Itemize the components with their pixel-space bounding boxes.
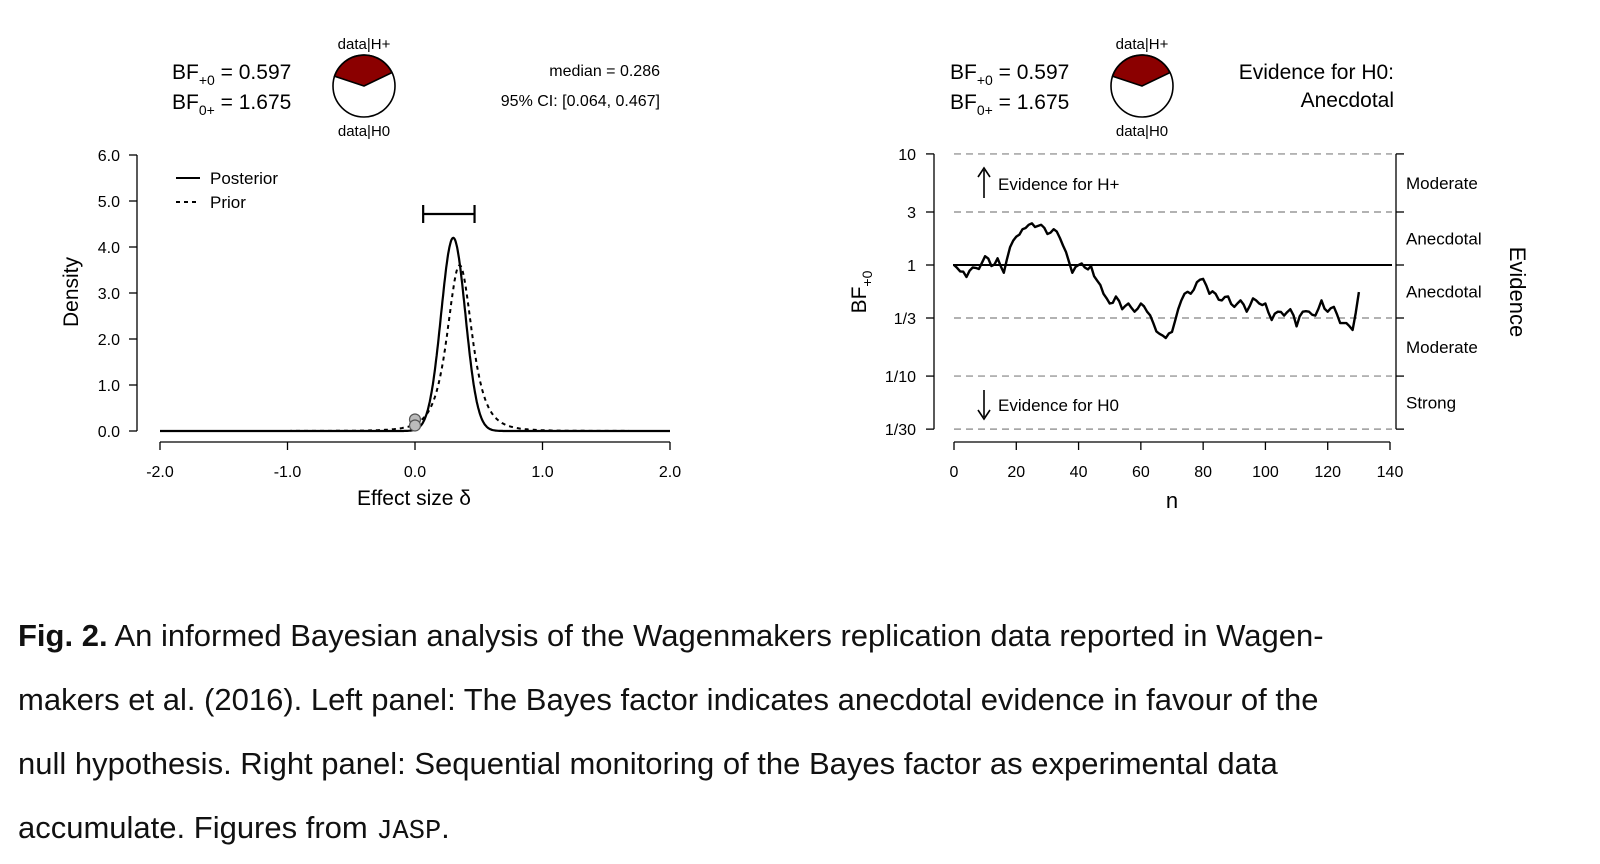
- left-panel: BF+0 = 0.597 BF0+ = 1.675 data|H+ data|H…: [60, 36, 681, 510]
- left-y-axis-label: Density: [60, 256, 83, 327]
- right-pie-top-label: data|H+: [1116, 36, 1169, 53]
- left-bf-plus0: BF+0 = 0.597: [172, 61, 291, 88]
- right-y-axis: 1/30 1/10 1/3 1 3 10: [885, 147, 1404, 439]
- arrow-down-text: Evidence for H0: [998, 396, 1119, 415]
- caption-line-3: null hypothesis. Right panel: Sequential…: [18, 746, 1278, 781]
- left-x-tick-label: 2.0: [659, 464, 681, 481]
- evidence-band-label-3: Moderate: [1406, 338, 1478, 357]
- posterior-curve: [160, 236, 670, 433]
- right-x-tick-label: 40: [1070, 464, 1088, 481]
- caption-text-1: An informed Bayesian analysis of the Wag…: [114, 618, 1324, 653]
- right-pie-slice-h-plus: [1111, 54, 1171, 87]
- left-pie-bottom-label: data|H0: [338, 123, 390, 140]
- caption-text-4b: .: [441, 810, 450, 845]
- figure-svg: BF+0 = 0.597 BF0+ = 1.675 data|H+ data|H…: [60, 36, 1530, 513]
- left-x-axis-label: Effect size δ: [357, 487, 471, 510]
- left-y-tick-label: 6.0: [98, 148, 120, 165]
- caption-figure-label: Fig. 2.: [18, 618, 108, 653]
- evidence-band-label-1: Anecdotal: [1406, 230, 1482, 249]
- right-x-axis: 0 20 40 60 80 100 120 140: [950, 441, 1404, 481]
- left-pie-chart: [332, 54, 396, 118]
- evidence-band-label-2: Anecdotal: [1406, 283, 1482, 302]
- left-bf-0plus: BF0+ = 1.675: [172, 91, 291, 118]
- right-x-tick-label: 60: [1132, 464, 1150, 481]
- arrow-down-head-icon: [977, 409, 991, 421]
- right-x-tick-label: 20: [1007, 464, 1025, 481]
- left-y-tick-label: 5.0: [98, 194, 120, 211]
- left-y-tick-label: 4.0: [98, 240, 120, 257]
- right-y-tick-label: 10: [898, 147, 916, 164]
- left-x-tick-label: -1.0: [274, 464, 302, 481]
- right-pie-bottom-label: data|H0: [1116, 123, 1168, 140]
- right-y-tick-label: 3: [907, 205, 916, 222]
- right-pie-chart: [1110, 54, 1174, 118]
- left-y-tick-label: 1.0: [98, 378, 120, 395]
- left-x-tick-label: 1.0: [531, 464, 553, 481]
- left-y-tick-label: 2.0: [98, 332, 120, 349]
- evidence-for-h0-annotation: Evidence for H0: [977, 390, 1119, 421]
- prior-curve: [160, 264, 670, 432]
- right-bf-plus0: BF+0 = 0.597: [950, 61, 1069, 88]
- arrow-up-head-icon: [977, 166, 991, 178]
- caption-line-2: makers et al. (2016). Left panel: The Ba…: [18, 682, 1319, 717]
- caption-line-4: accumulate. Figures from JASP.: [18, 796, 1538, 864]
- right-x-tick-label: 140: [1377, 464, 1404, 481]
- right-x-tick-label: 80: [1194, 464, 1212, 481]
- right-x-axis-label: n: [1166, 488, 1178, 513]
- right-evidence-axis-label: Evidence: [1505, 247, 1530, 338]
- right-x-tick-label: 0: [950, 464, 959, 481]
- left-legend: Posterior Prior: [176, 169, 278, 212]
- caption-text-4a: accumulate. Figures from: [18, 810, 377, 845]
- left-y-axis: 0.0 1.0 2.0 3.0 4.0 5.0 6.0: [98, 148, 138, 441]
- evidence-band-label-0: Moderate: [1406, 174, 1478, 193]
- evidence-for-h-plus-annotation: Evidence for H+: [977, 166, 1119, 198]
- credible-interval-bar: [422, 205, 476, 223]
- density-points: [408, 413, 422, 432]
- ci-label: 95% CI: [0.064, 0.467]: [501, 93, 660, 110]
- caption-line-1: Fig. 2. An informed Bayesian analysis of…: [18, 604, 1538, 668]
- bf-sequential-curve: [953, 222, 1361, 340]
- legend-posterior-label: Posterior: [210, 169, 278, 188]
- right-x-tick-label: 120: [1314, 464, 1341, 481]
- right-y-tick-label: 1/3: [894, 311, 916, 328]
- right-y-tick-label: 1/30: [885, 422, 916, 439]
- right-y-axis-label: BF+0: [848, 270, 875, 313]
- right-x-tick-label: 100: [1252, 464, 1279, 481]
- right-panel: BF+0 = 0.597 BF0+ = 1.675 data|H+ data|H…: [848, 36, 1530, 513]
- left-y-tick-label: 0.0: [98, 424, 120, 441]
- left-x-tick-label: -2.0: [146, 464, 174, 481]
- evidence-summary-line2: Anecdotal: [1301, 89, 1394, 112]
- caption-software-name: JASP: [376, 817, 442, 847]
- legend-prior-label: Prior: [210, 193, 246, 212]
- evidence-summary-line1: Evidence for H0:: [1239, 61, 1394, 84]
- right-reference-lines: [954, 153, 1392, 430]
- right-bf-0plus: BF0+ = 1.675: [950, 91, 1069, 118]
- median-label: median = 0.286: [549, 63, 660, 80]
- left-pie-slice-h-plus: [333, 54, 393, 87]
- arrow-up-text: Evidence for H+: [998, 175, 1119, 194]
- figure-caption: Fig. 2. An informed Bayesian analysis of…: [18, 604, 1538, 864]
- left-x-axis: -2.0 -1.0 0.0 1.0 2.0: [146, 441, 681, 481]
- evidence-band-labels: Moderate Anecdotal Anecdotal Moderate Strong: [1406, 174, 1482, 413]
- left-x-tick-label: 0.0: [404, 464, 426, 481]
- left-pie-top-label: data|H+: [338, 36, 391, 53]
- density-point-1: [408, 419, 422, 432]
- right-y-tick-label: 1: [907, 258, 916, 275]
- left-y-tick-label: 3.0: [98, 286, 120, 303]
- right-y-tick-label: 1/10: [885, 369, 916, 386]
- evidence-band-label-4: Strong: [1406, 394, 1456, 413]
